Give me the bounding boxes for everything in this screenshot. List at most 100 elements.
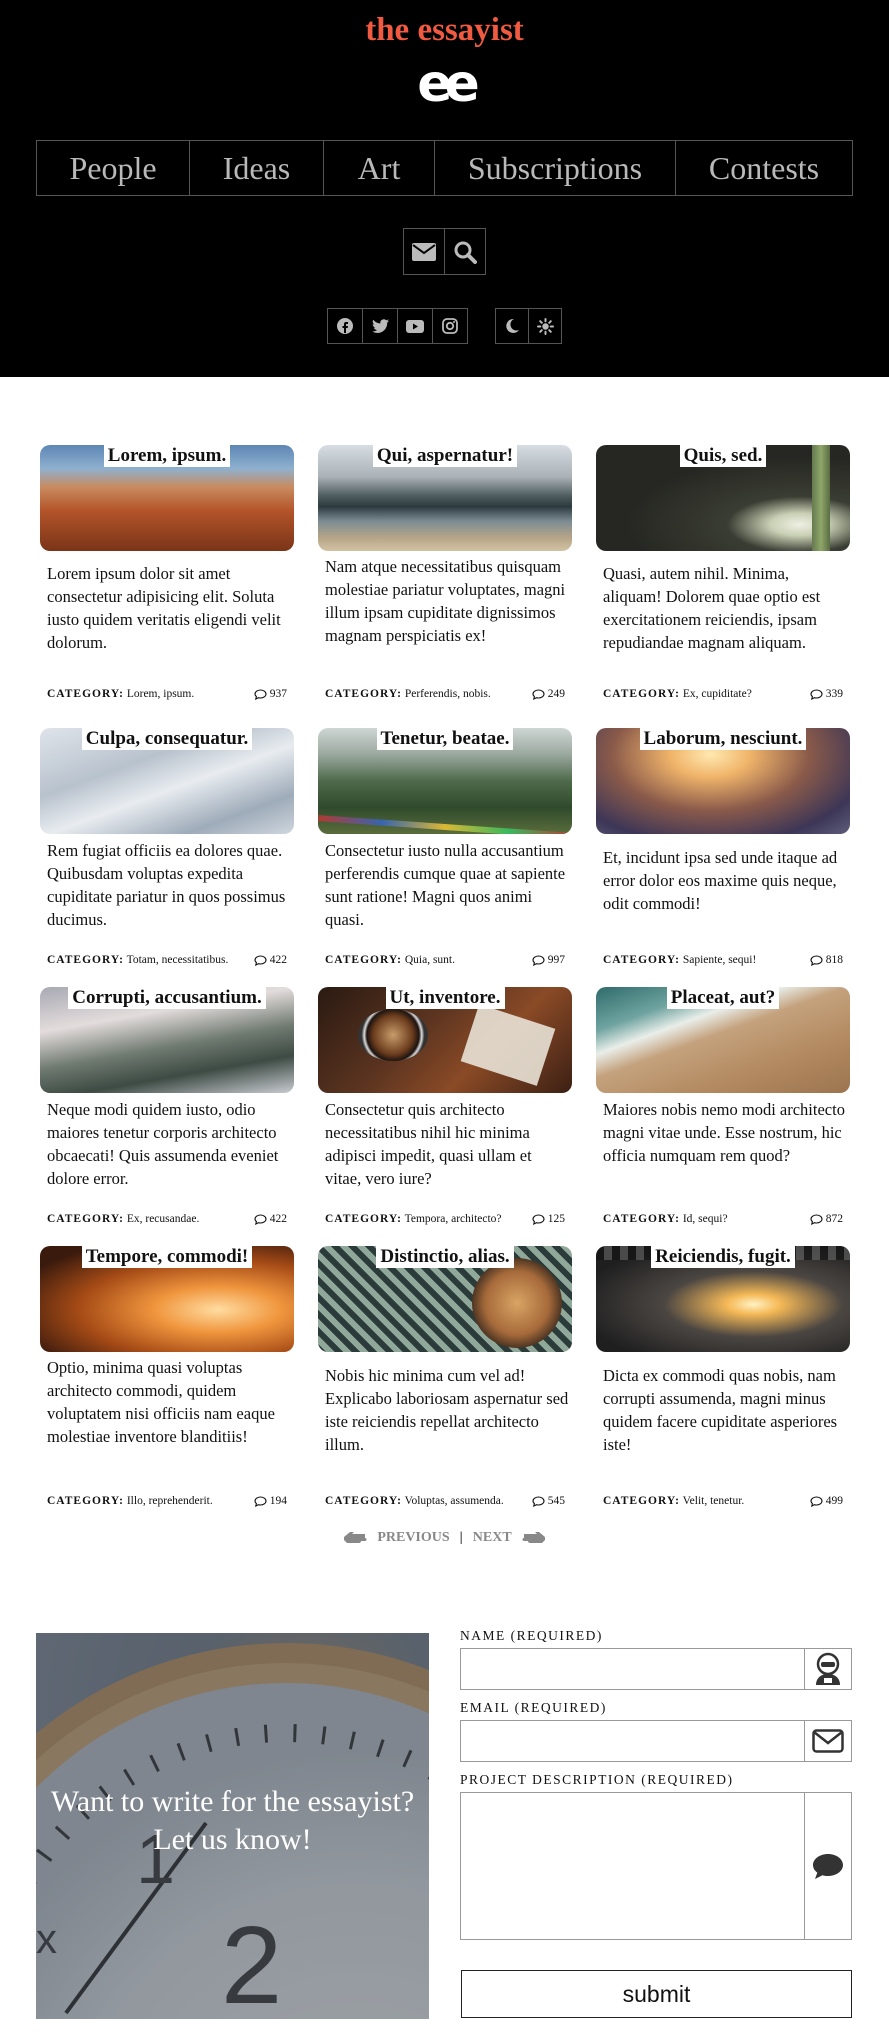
article-title[interactable]: Tenetur, beatae.: [376, 727, 514, 750]
category-value[interactable]: Voluptas, assumenda.: [404, 1495, 504, 1507]
name-input[interactable]: [461, 1649, 801, 1689]
comment-count[interactable]: 125: [547, 1213, 565, 1225]
article-card[interactable]: Reiciendis, fugit. Dicta ex commodi quas…: [596, 1245, 850, 1516]
article-image-coffee[interactable]: [318, 987, 572, 1093]
pagination-separator: |: [459, 1530, 463, 1545]
article-card[interactable]: Corrupti, accusantium. Neque modi quidem…: [40, 986, 294, 1232]
article-title[interactable]: Tempore, commodi!: [81, 1245, 253, 1268]
category-label: CATEGORY:: [603, 1213, 680, 1225]
search-icon[interactable]: [444, 228, 486, 275]
category-label: CATEGORY:: [47, 1495, 124, 1507]
comment-count[interactable]: 872: [825, 1213, 843, 1225]
article-meta: CATEGORY: Id, sequi? 872: [603, 1213, 843, 1225]
comment-count[interactable]: 422: [269, 1213, 287, 1225]
article-card[interactable]: Lorem, ipsum. Lorem ipsum dolor sit amet…: [40, 444, 294, 705]
comment-count[interactable]: 499: [825, 1495, 843, 1507]
nav-item-contests[interactable]: Contests: [708, 149, 820, 186]
comment-icon: [254, 1213, 267, 1225]
nav-item-art[interactable]: Art: [324, 141, 435, 195]
comment-count[interactable]: 339: [825, 688, 843, 700]
category-label: CATEGORY:: [603, 688, 680, 700]
twitter-icon[interactable]: [362, 308, 398, 344]
instagram-icon[interactable]: [432, 308, 468, 344]
category-value[interactable]: Illo, reprehenderit.: [126, 1495, 213, 1507]
category-value[interactable]: Ex, recusandae.: [126, 1213, 200, 1225]
category-value[interactable]: Totam, necessitatibus.: [126, 954, 229, 966]
site-logo[interactable]: ee: [417, 54, 480, 114]
article-title[interactable]: Quis, sed.: [679, 444, 767, 467]
comment-icon: [254, 1495, 267, 1507]
nav-item-subscriptions[interactable]: Subscriptions: [435, 141, 676, 195]
project-description-textarea[interactable]: [461, 1793, 801, 1939]
article-title[interactable]: Ut, inventore.: [385, 986, 505, 1009]
article-card[interactable]: Qui, aspernatur! Nam atque necessitatibu…: [318, 444, 572, 705]
article-excerpt: Rem fugiat officiis ea dolores quae. Qui…: [47, 841, 286, 929]
category-value[interactable]: Id, sequi?: [682, 1213, 728, 1225]
article-card[interactable]: Tenetur, beatae. Consectetur iusto nulla…: [318, 727, 572, 973]
article-card[interactable]: Laborum, nesciunt. Et, incidunt ipsa sed…: [596, 727, 850, 973]
article-excerpt: Maiores nobis nemo modi architecto magni…: [603, 1100, 845, 1165]
article-excerpt: Neque modi quidem iusto, odio maiores te…: [47, 1100, 279, 1188]
article-card[interactable]: Quis, sed. Quasi, autem nihil. Minima, a…: [596, 444, 850, 705]
nav-item-people[interactable]: People: [37, 141, 190, 195]
category-value[interactable]: Ex, cupiditate?: [682, 688, 752, 700]
article-title[interactable]: Placeat, aut?: [666, 986, 780, 1009]
article-excerpt: Consectetur quis architecto necessitatib…: [325, 1100, 532, 1188]
article-meta: CATEGORY: Ex, cupiditate? 339: [603, 688, 843, 700]
comment-count[interactable]: 422: [269, 954, 287, 966]
category-value[interactable]: Quia, sunt.: [404, 954, 455, 966]
article-image-bridge[interactable]: [318, 1246, 572, 1352]
moon-icon[interactable]: [495, 308, 529, 344]
sun-icon[interactable]: [528, 308, 562, 344]
category-value[interactable]: Velit, tenetur.: [682, 1495, 745, 1507]
comment-count[interactable]: 997: [547, 954, 565, 966]
svg-text:1: 1: [136, 1820, 175, 1898]
article-title[interactable]: Laborum, nesciunt.: [639, 727, 807, 750]
article-title[interactable]: Qui, aspernatur!: [372, 444, 518, 467]
article-card[interactable]: Distinctio, alias. Nobis hic minima cum …: [318, 1245, 572, 1516]
site-title[interactable]: the essayist: [365, 12, 524, 48]
article-title[interactable]: Reiciendis, fugit.: [651, 1245, 795, 1268]
hand-left-icon: [344, 1532, 367, 1543]
previous-link[interactable]: PREVIOUS: [377, 1530, 450, 1545]
comment-count[interactable]: 194: [269, 1495, 287, 1507]
article-title[interactable]: Lorem, ipsum.: [103, 444, 231, 467]
category-label: CATEGORY:: [47, 954, 124, 966]
clock-image: 1 2 x: [36, 1633, 429, 2019]
nav-item-ideas[interactable]: Ideas: [190, 141, 324, 195]
project-label: PROJECT DESCRIPTION (REQUIRED): [460, 1772, 734, 1787]
article-card[interactable]: Tempore, commodi! Optio, minima quasi vo…: [40, 1245, 294, 1516]
article-title[interactable]: Corrupti, accusantium.: [68, 986, 266, 1009]
category-label: CATEGORY:: [47, 1213, 124, 1225]
youtube-icon[interactable]: [397, 308, 433, 344]
svg-text:x: x: [36, 1915, 57, 1962]
comment-count[interactable]: 249: [547, 688, 565, 700]
article-card[interactable]: Placeat, aut? Maiores nobis nemo modi ar…: [596, 986, 850, 1232]
comment-count[interactable]: 545: [547, 1495, 565, 1507]
article-card[interactable]: Ut, inventore. Consectetur quis architec…: [318, 986, 572, 1232]
comment-count[interactable]: 818: [825, 954, 843, 966]
category-value[interactable]: Perferendis, nobis.: [404, 688, 491, 700]
speech-bubble-icon: [804, 1793, 851, 1939]
article-meta: CATEGORY: Totam, necessitatibus. 422: [47, 954, 287, 966]
facebook-icon[interactable]: [327, 308, 363, 344]
comment-count[interactable]: 937: [269, 688, 287, 700]
category-label: CATEGORY:: [325, 688, 402, 700]
envelope-icon[interactable]: [403, 228, 445, 275]
submit-button[interactable]: submit: [461, 1970, 852, 2018]
article-meta: CATEGORY: Sapiente, sequi! 818: [603, 954, 843, 966]
category-value[interactable]: Lorem, ipsum.: [126, 688, 195, 700]
article-title[interactable]: Culpa, consequatur.: [81, 727, 253, 750]
article-title[interactable]: Distinctio, alias.: [376, 1245, 514, 1268]
email-field-wrapper: [460, 1720, 852, 1762]
email-input[interactable]: [461, 1721, 801, 1761]
article-meta: CATEGORY: Tempora, architecto? 125: [325, 1213, 565, 1225]
comment-icon: [532, 688, 545, 700]
article-excerpt: Lorem ipsum dolor sit amet consectetur a…: [47, 564, 281, 652]
article-card[interactable]: Culpa, consequatur. Rem fugiat officiis …: [40, 727, 294, 973]
comment-icon: [254, 688, 267, 700]
project-field-wrapper: [460, 1792, 852, 1940]
category-value[interactable]: Tempora, architecto?: [404, 1213, 502, 1225]
next-link[interactable]: NEXT: [472, 1530, 512, 1545]
category-value[interactable]: Sapiente, sequi!: [682, 954, 757, 966]
